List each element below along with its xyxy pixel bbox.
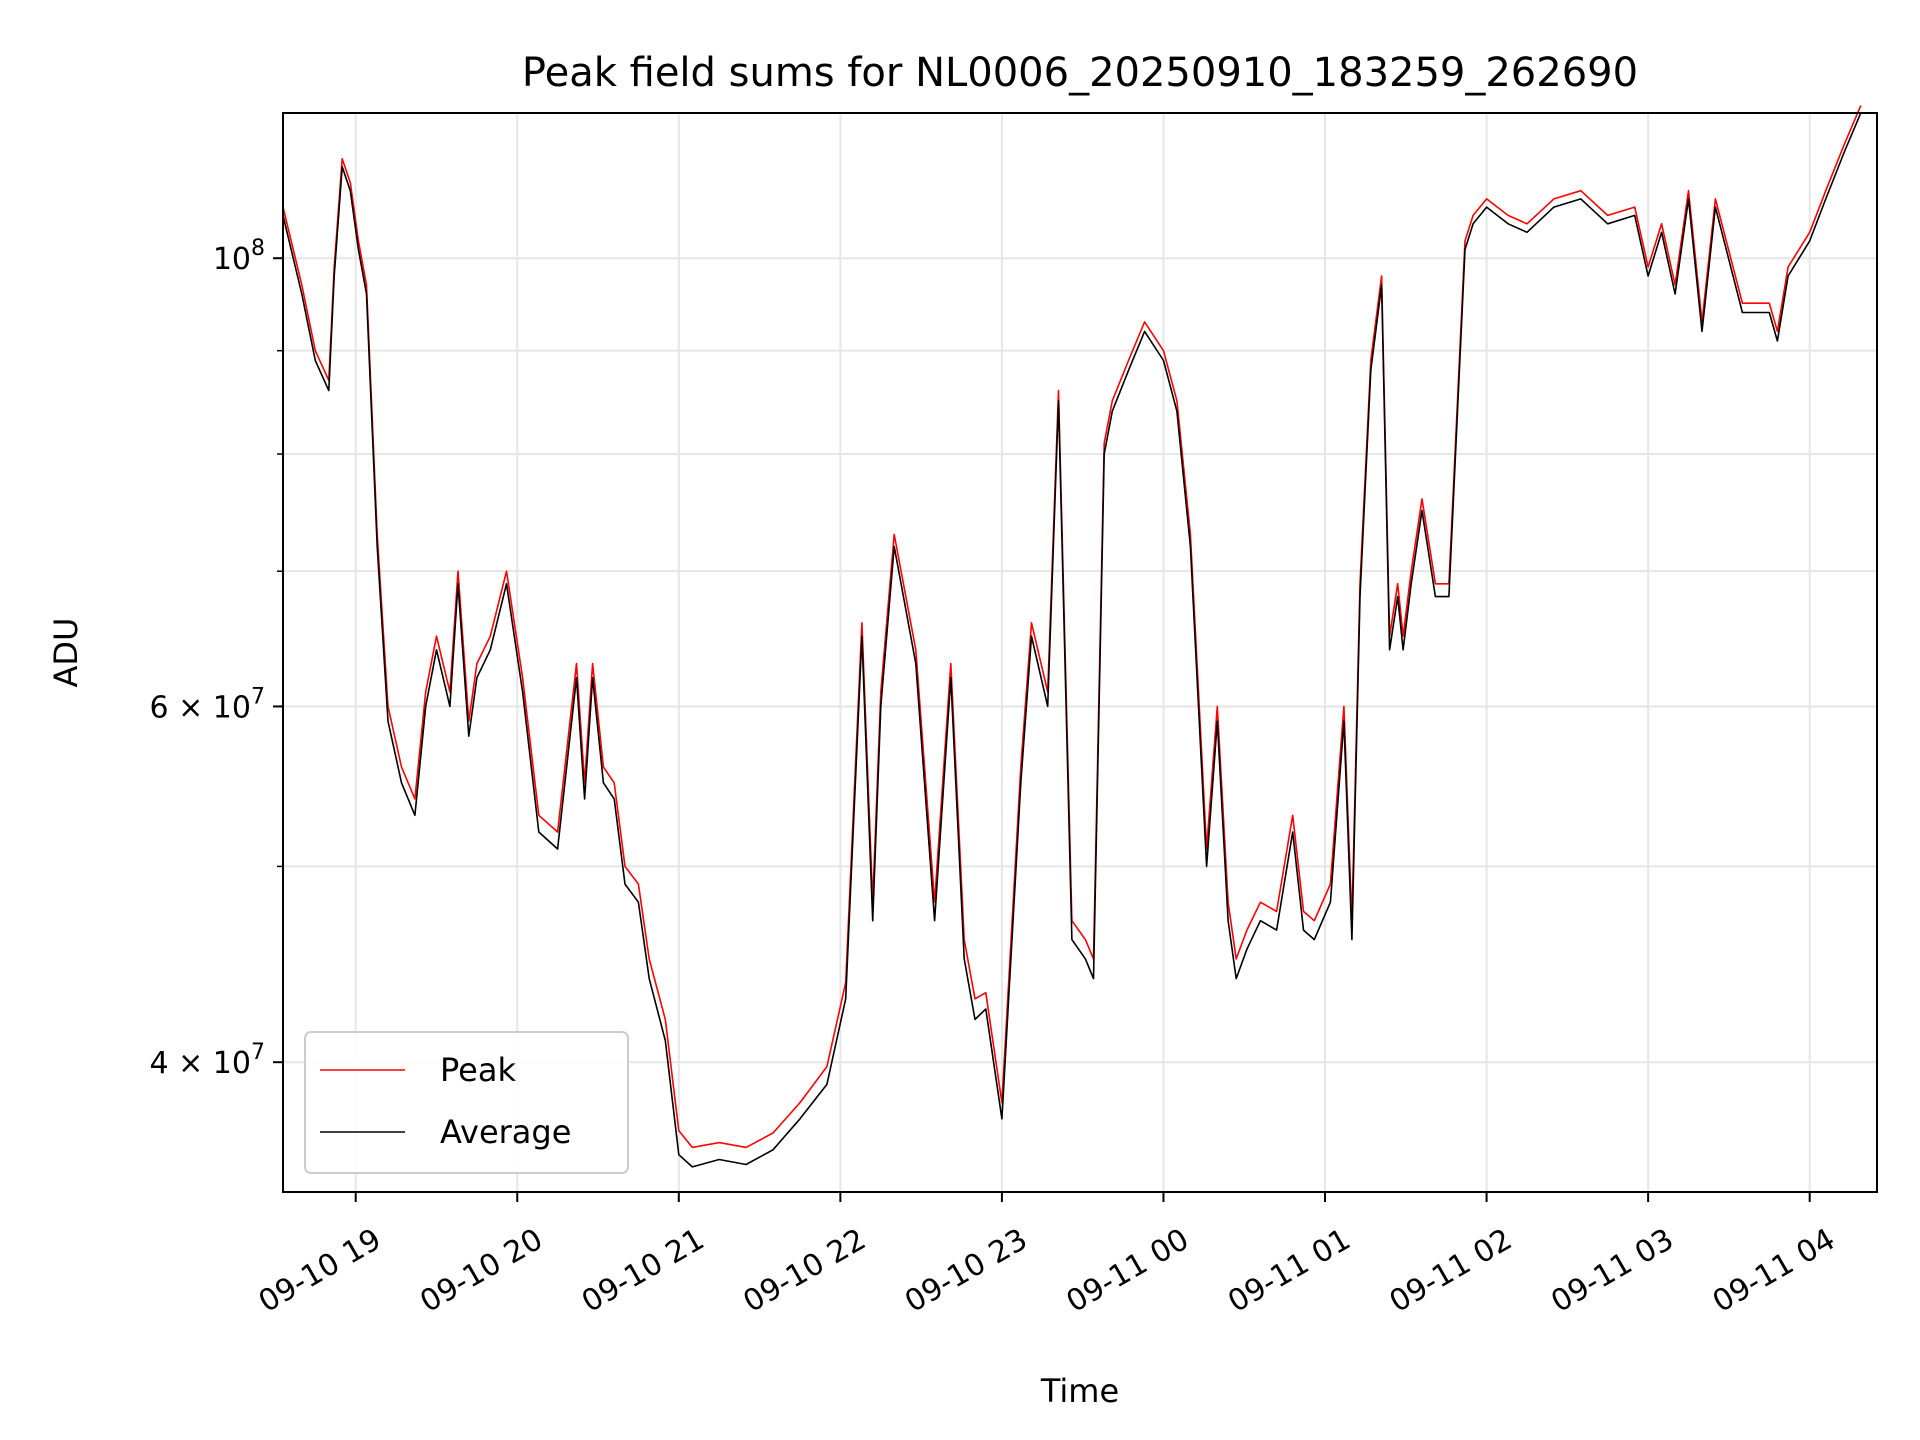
legend: Peak Average xyxy=(304,1031,629,1174)
y-tick-label: 4 × 107 xyxy=(150,1040,265,1081)
x-axis-label: Time xyxy=(1040,1372,1119,1410)
y-tick-label: 108 xyxy=(213,236,265,277)
chart-title: Peak field sums for NL0006_20250910_1832… xyxy=(522,50,1638,96)
legend-peak-label: Peak xyxy=(440,1051,516,1089)
grid xyxy=(283,113,1877,1192)
series-lines xyxy=(282,105,1862,1168)
average-series-line xyxy=(282,112,1862,1168)
plot-area-frame xyxy=(282,112,1878,1193)
legend-average-label: Average xyxy=(440,1113,571,1151)
y-axis-ticks: 108 6 × 107 4 × 107 xyxy=(150,236,283,1081)
legend-box xyxy=(304,1031,629,1174)
y-tick-label: 6 × 107 xyxy=(150,684,265,725)
y-axis-label: ADU xyxy=(47,618,85,688)
